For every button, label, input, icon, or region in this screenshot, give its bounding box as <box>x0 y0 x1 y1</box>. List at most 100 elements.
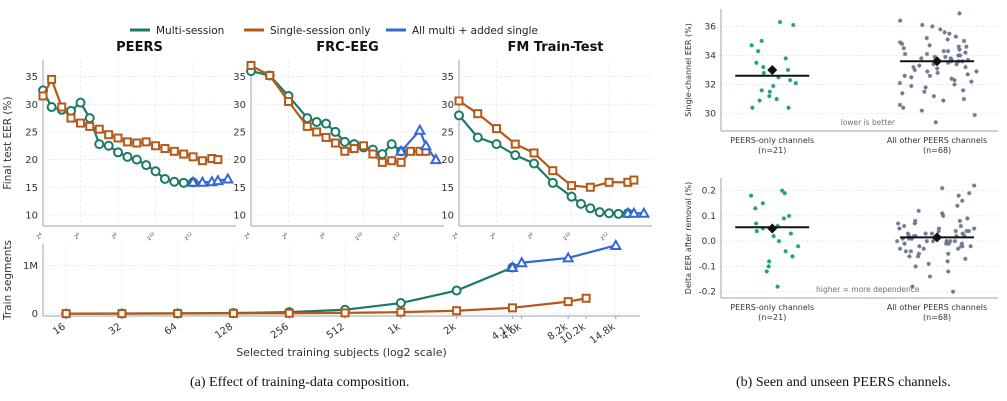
data-point <box>585 182 595 192</box>
x-tick-label: All other PEERS channels <box>887 303 987 312</box>
data-point <box>265 70 275 80</box>
data-point <box>900 236 905 241</box>
data-point <box>529 158 540 169</box>
data-point <box>321 118 332 129</box>
data-point <box>940 213 946 219</box>
data-point <box>377 157 387 167</box>
data-point <box>961 38 967 44</box>
x-tick-label: 32 <box>107 321 124 337</box>
data-point <box>947 31 952 36</box>
data-point <box>921 246 926 251</box>
data-point <box>575 198 586 209</box>
data-point <box>924 51 930 57</box>
data-point <box>473 109 483 119</box>
data-point <box>627 206 641 218</box>
data-point <box>894 238 900 244</box>
data-point <box>931 93 937 99</box>
mean-marker <box>767 223 778 234</box>
data-point <box>454 96 464 106</box>
y-axis-label: Single-channel EER (%) <box>684 23 693 117</box>
data-point <box>57 102 67 112</box>
data-point <box>160 144 170 154</box>
y-axis-label: Final test EER (%) <box>2 96 14 189</box>
data-point <box>604 208 615 219</box>
data-point <box>790 254 795 259</box>
data-point <box>911 64 916 70</box>
x-tick-label: 2k <box>442 321 458 337</box>
data-point <box>906 236 912 241</box>
x-tick-label: 212 <box>599 231 611 243</box>
annotation: higher = more dependence <box>816 285 920 294</box>
data-point <box>944 241 949 246</box>
series-line <box>511 244 617 269</box>
data-point <box>122 151 133 162</box>
data-point <box>902 51 908 57</box>
y-tick-label: 30 <box>25 100 38 111</box>
x-tick-label: 128 <box>213 321 235 341</box>
data-point <box>359 141 369 151</box>
data-point <box>141 137 151 147</box>
data-point <box>927 274 933 279</box>
data-point <box>510 150 521 161</box>
data-point <box>179 149 189 159</box>
data-point <box>311 116 322 127</box>
legend-item-multi-session: Multi-session <box>130 25 224 37</box>
data-point <box>547 177 558 188</box>
data-point <box>939 211 945 216</box>
data-point <box>916 251 922 256</box>
data-point <box>548 166 558 176</box>
data-point <box>94 139 105 150</box>
data-point <box>749 43 754 48</box>
data-point <box>917 63 922 68</box>
series-line <box>458 114 628 215</box>
data-point <box>284 97 294 106</box>
y-tick-label: 25 <box>25 127 38 138</box>
data-point <box>955 246 961 251</box>
data-point <box>974 69 979 74</box>
x-tick-label: (n=68) <box>923 146 951 155</box>
data-point <box>902 241 907 246</box>
data-point <box>777 19 783 25</box>
data-point <box>900 91 905 96</box>
data-point <box>510 139 520 149</box>
data-point <box>785 67 791 73</box>
x-tick-label: 212 <box>391 231 403 243</box>
x-tick-label: 210 <box>561 231 573 243</box>
data-point <box>957 218 963 224</box>
x-tick-label: 28 <box>526 231 536 241</box>
data-point <box>173 309 183 319</box>
data-point <box>956 193 961 198</box>
data-point <box>941 98 946 103</box>
data-point <box>903 249 909 254</box>
chart-2: 10 15 20 25 30 35 24 26 28 210 212 FM Train-Test <box>441 40 652 242</box>
data-point <box>965 216 970 221</box>
data-point <box>947 238 953 244</box>
data-point <box>905 231 911 236</box>
data-point <box>159 173 170 184</box>
y-tick-label: 20 <box>441 155 454 166</box>
data-point <box>761 70 767 76</box>
x-tick-label: 26 <box>72 231 82 241</box>
data-point <box>913 233 918 239</box>
data-point <box>946 269 951 274</box>
data-point <box>302 121 312 131</box>
data-point <box>413 123 427 135</box>
data-point <box>899 41 905 47</box>
data-point <box>901 223 907 229</box>
x-tick-label: 210 <box>353 231 365 243</box>
x-tick-label: 14.8k <box>588 321 617 346</box>
data-point <box>330 138 340 148</box>
data-point <box>915 254 921 259</box>
y-tick-label: 1M <box>23 261 38 272</box>
x-tick-label: (n=21) <box>758 313 786 322</box>
data-point <box>94 124 104 134</box>
data-point <box>221 172 235 184</box>
data-point <box>945 60 951 65</box>
data-point <box>926 261 931 267</box>
data-point <box>897 246 903 251</box>
data-point <box>472 132 483 143</box>
y-tick-label: 35 <box>233 72 246 83</box>
x-axis-label: Selected training subjects (log2 scale) <box>236 346 447 359</box>
